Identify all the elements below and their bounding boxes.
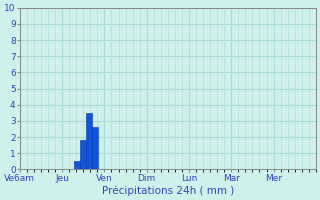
Bar (80, 140, 86, 169)
Bar (92, 127, 98, 169)
Bar (86, 113, 92, 169)
Bar (74, 161, 80, 169)
X-axis label: Précipitations 24h ( mm ): Précipitations 24h ( mm ) (102, 185, 234, 196)
